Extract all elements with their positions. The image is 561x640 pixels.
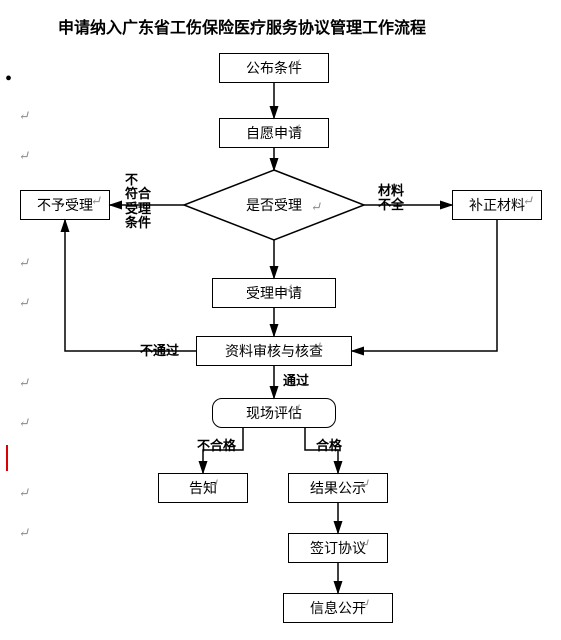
para-mark: ↵ [310, 339, 321, 355]
para-mark: ↵ [18, 525, 29, 541]
para-mark: ↵ [281, 281, 292, 297]
para-mark: ↵ [18, 295, 29, 311]
para-mark: ↵ [358, 596, 369, 612]
para-mark: ↵ [90, 193, 101, 209]
para-mark: ↵ [289, 121, 300, 137]
arrows [65, 83, 497, 593]
para-mark: ↵ [358, 536, 369, 552]
para-mark: ↵ [207, 476, 218, 492]
flowchart-page: 申请纳入广东省工伤保险医疗服务协议管理工作流程 • 公布条件 自愿申请 不予受理… [0, 0, 561, 640]
para-mark: ↵ [18, 375, 29, 391]
onsite-to-publicize [305, 428, 338, 473]
onsite-to-inform [203, 428, 243, 473]
para-mark: ↵ [18, 415, 29, 431]
para-mark: ↵ [289, 56, 300, 72]
para-mark: ↵ [18, 148, 29, 164]
para-mark: ↵ [18, 485, 29, 501]
para-mark: ↵ [358, 476, 369, 492]
para-mark: ↵ [310, 199, 321, 215]
review-to-reject [65, 220, 196, 351]
para-mark: ↵ [18, 255, 29, 271]
arrow-layer [0, 0, 561, 640]
para-mark: ↵ [289, 401, 300, 417]
supp-to-review [352, 220, 497, 351]
para-mark: ↵ [522, 193, 533, 209]
para-mark: ↵ [18, 108, 29, 124]
